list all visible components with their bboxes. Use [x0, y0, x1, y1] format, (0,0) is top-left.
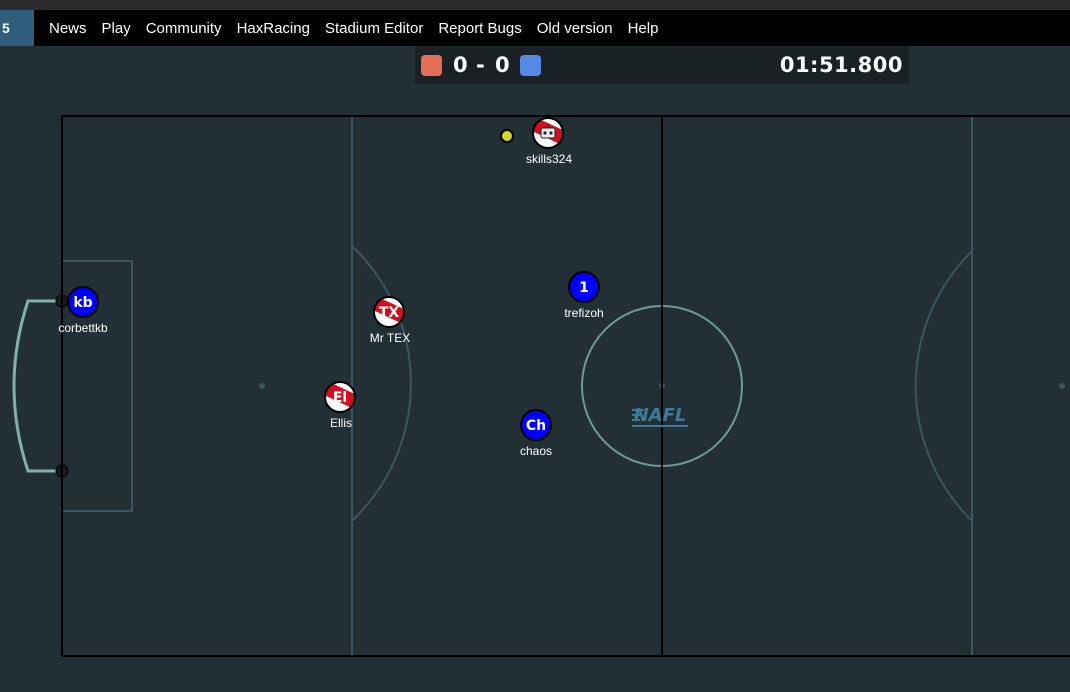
nav-link-old-version[interactable]: Old version — [536, 19, 613, 37]
robot-icon — [540, 124, 556, 139]
player-avatar: kb — [73, 295, 92, 311]
player-avatar: 1 — [579, 280, 589, 296]
spot-right — [1059, 383, 1065, 389]
goal-net — [12, 299, 62, 473]
player-name: corbettkb — [58, 321, 108, 335]
player-trefizoh[interactable]: 1 trefizoh — [564, 271, 604, 320]
red-score: 0 — [453, 53, 468, 77]
nafl-logo: NAFL — [632, 405, 688, 427]
player-chaos[interactable]: Ch chaos — [520, 409, 552, 458]
game-view[interactable]: NAFL skills324 — [0, 46, 1070, 692]
top-navbar: 5 News Play Community HaxRacing Stadium … — [0, 10, 1070, 46]
score-separator: - — [476, 53, 485, 77]
blue-score: 0 — [495, 53, 510, 77]
arc-left — [351, 245, 412, 522]
player-name: skills324 — [526, 152, 572, 166]
nav-link-community[interactable]: Community — [145, 19, 222, 37]
player-name: chaos — [520, 444, 552, 458]
player-avatar: Ch — [526, 418, 546, 434]
player-disc — [520, 409, 552, 441]
player-avatar: El — [333, 390, 347, 406]
football-pitch: NAFL skills324 — [12, 108, 1070, 657]
ball — [500, 129, 514, 143]
scoreboard: 0 - 0 01:51.800 — [415, 46, 909, 84]
player-disc — [568, 271, 600, 303]
match-timer: 01:51.800 — [779, 53, 903, 77]
logo-text: NAFL — [634, 405, 687, 426]
nav-link-help[interactable]: Help — [627, 19, 659, 37]
red-team-indicator — [421, 55, 442, 76]
player-name: trefizoh — [564, 306, 603, 320]
nav-link-play[interactable]: Play — [101, 19, 131, 37]
blue-team-indicator — [520, 55, 541, 76]
player-name: Mr TEX — [370, 331, 410, 345]
player-name: Ellis — [330, 416, 352, 430]
player-corbettkb[interactable]: kb corbettkb — [58, 286, 108, 335]
spot-left — [259, 383, 265, 389]
browser-top-strip — [0, 0, 1070, 10]
player-avatar: TX — [379, 305, 400, 321]
nav-badge[interactable]: 5 — [0, 10, 34, 46]
player-mr-tex[interactable]: TX Mr TEX — [366, 287, 414, 345]
nav-link-haxracing[interactable]: HaxRacing — [236, 19, 310, 37]
nav-link-report-bugs[interactable]: Report Bugs — [438, 19, 522, 37]
player-skills324[interactable]: skills324 — [525, 108, 573, 166]
arc-right — [914, 250, 973, 522]
nav-links: News Play Community HaxRacing Stadium Ed… — [49, 20, 673, 37]
nav-link-news[interactable]: News — [49, 19, 87, 37]
player-ellis[interactable]: El Ellis — [317, 372, 365, 430]
nav-link-stadium-editor[interactable]: Stadium Editor — [324, 19, 424, 37]
player-disc — [67, 286, 99, 318]
